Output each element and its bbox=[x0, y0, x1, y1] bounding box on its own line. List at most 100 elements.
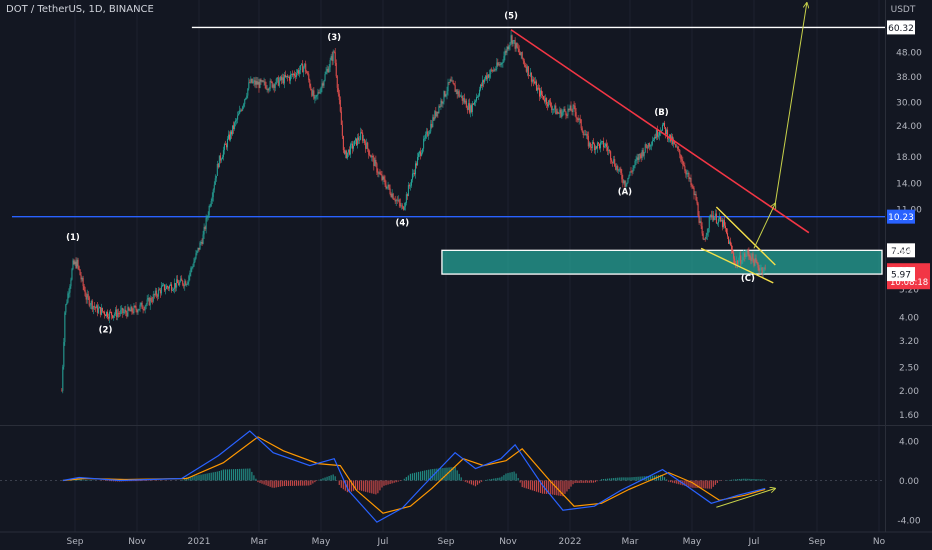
candle-body bbox=[180, 278, 182, 282]
candle-body bbox=[457, 91, 459, 95]
candle-body bbox=[65, 304, 67, 313]
candle-body bbox=[679, 149, 681, 155]
candle-body bbox=[624, 180, 626, 187]
candle-body bbox=[431, 123, 433, 128]
candle-body bbox=[337, 87, 339, 94]
candle-body bbox=[374, 159, 376, 167]
histogram-bar bbox=[541, 480, 544, 494]
candle-body bbox=[356, 138, 358, 146]
candle-body bbox=[462, 98, 464, 101]
candle-body bbox=[361, 132, 363, 134]
candle-body bbox=[253, 80, 255, 82]
histogram-bar bbox=[448, 467, 450, 481]
candle-body bbox=[438, 106, 440, 114]
candle-body bbox=[419, 151, 421, 154]
histogram-bar bbox=[552, 480, 554, 495]
candle-body bbox=[368, 148, 370, 155]
candle-body bbox=[711, 215, 713, 218]
pane-separator[interactable] bbox=[0, 425, 932, 426]
candle-body bbox=[739, 255, 741, 261]
histogram-bar bbox=[190, 476, 192, 481]
candle-body bbox=[376, 163, 378, 173]
candle-body bbox=[144, 306, 146, 310]
candle-body bbox=[490, 69, 492, 74]
histogram-bar bbox=[700, 480, 702, 489]
histogram-bar bbox=[739, 478, 741, 481]
candle-body bbox=[275, 78, 277, 85]
histogram-bar bbox=[651, 475, 653, 481]
candle-body bbox=[201, 241, 203, 244]
candle-body bbox=[191, 267, 193, 269]
histogram-bar bbox=[184, 478, 186, 481]
histogram-bar bbox=[82, 479, 84, 481]
candle-body bbox=[517, 47, 519, 50]
histogram-bar bbox=[422, 470, 424, 481]
histogram-bar bbox=[293, 480, 296, 486]
histogram-bar bbox=[338, 480, 340, 485]
candle-body bbox=[263, 81, 265, 83]
candle-body bbox=[648, 143, 650, 147]
candle-body bbox=[539, 88, 541, 97]
histogram-bar bbox=[568, 480, 570, 490]
candle-body bbox=[121, 308, 123, 311]
histogram-bar bbox=[741, 478, 743, 481]
histogram-bar bbox=[747, 478, 749, 481]
candle-body bbox=[543, 95, 545, 100]
candle-body bbox=[68, 292, 70, 294]
candle-body bbox=[617, 166, 619, 171]
histogram-bar bbox=[381, 480, 383, 488]
candle-body bbox=[694, 193, 696, 195]
histogram-bar bbox=[588, 480, 590, 483]
candle-body bbox=[551, 106, 553, 111]
candle-body bbox=[207, 214, 209, 218]
candle-body bbox=[752, 253, 754, 260]
candle-body bbox=[762, 271, 764, 274]
candle-body bbox=[384, 179, 386, 185]
candle-body bbox=[139, 304, 141, 310]
histogram-bar bbox=[442, 468, 444, 481]
candle-body bbox=[67, 293, 69, 303]
histogram-bar bbox=[663, 477, 666, 481]
histogram-bar bbox=[344, 480, 346, 491]
candle-body bbox=[119, 313, 121, 315]
candle-body bbox=[118, 313, 120, 314]
candle-body bbox=[566, 115, 568, 117]
candle-body bbox=[666, 129, 668, 135]
histogram-bar bbox=[371, 480, 373, 494]
histogram-bar bbox=[531, 480, 533, 491]
candle-body bbox=[607, 147, 609, 151]
histogram-bar bbox=[631, 477, 633, 481]
candle-body bbox=[564, 108, 566, 112]
candle-body bbox=[482, 80, 484, 86]
histogram-bar bbox=[728, 479, 731, 481]
candle-body bbox=[604, 146, 606, 148]
candle-body bbox=[658, 131, 660, 136]
candle-body bbox=[169, 285, 171, 289]
candle-body bbox=[586, 133, 588, 136]
candle-body bbox=[214, 178, 216, 185]
candle-body bbox=[222, 150, 224, 158]
candle-body bbox=[494, 69, 496, 71]
candle-body bbox=[464, 100, 466, 103]
histogram-bar bbox=[405, 477, 407, 481]
histogram-bar bbox=[584, 480, 586, 483]
histogram-bar bbox=[269, 480, 271, 487]
candle-body bbox=[506, 46, 508, 53]
histogram-bar bbox=[224, 469, 227, 481]
candle-body bbox=[173, 289, 175, 291]
histogram-bar bbox=[497, 477, 499, 481]
candle-body bbox=[249, 82, 251, 84]
candle-body bbox=[389, 188, 391, 194]
histogram-bar bbox=[291, 480, 294, 486]
candle-body bbox=[262, 80, 264, 82]
indicator-series bbox=[62, 430, 766, 523]
candle-body bbox=[371, 155, 373, 158]
candle-body bbox=[545, 98, 547, 102]
candle-body bbox=[726, 228, 728, 234]
histogram-bar bbox=[395, 480, 397, 483]
candle-body bbox=[267, 88, 269, 91]
candle-body bbox=[757, 263, 759, 268]
candle-body bbox=[411, 173, 413, 180]
candle-body bbox=[161, 285, 163, 287]
